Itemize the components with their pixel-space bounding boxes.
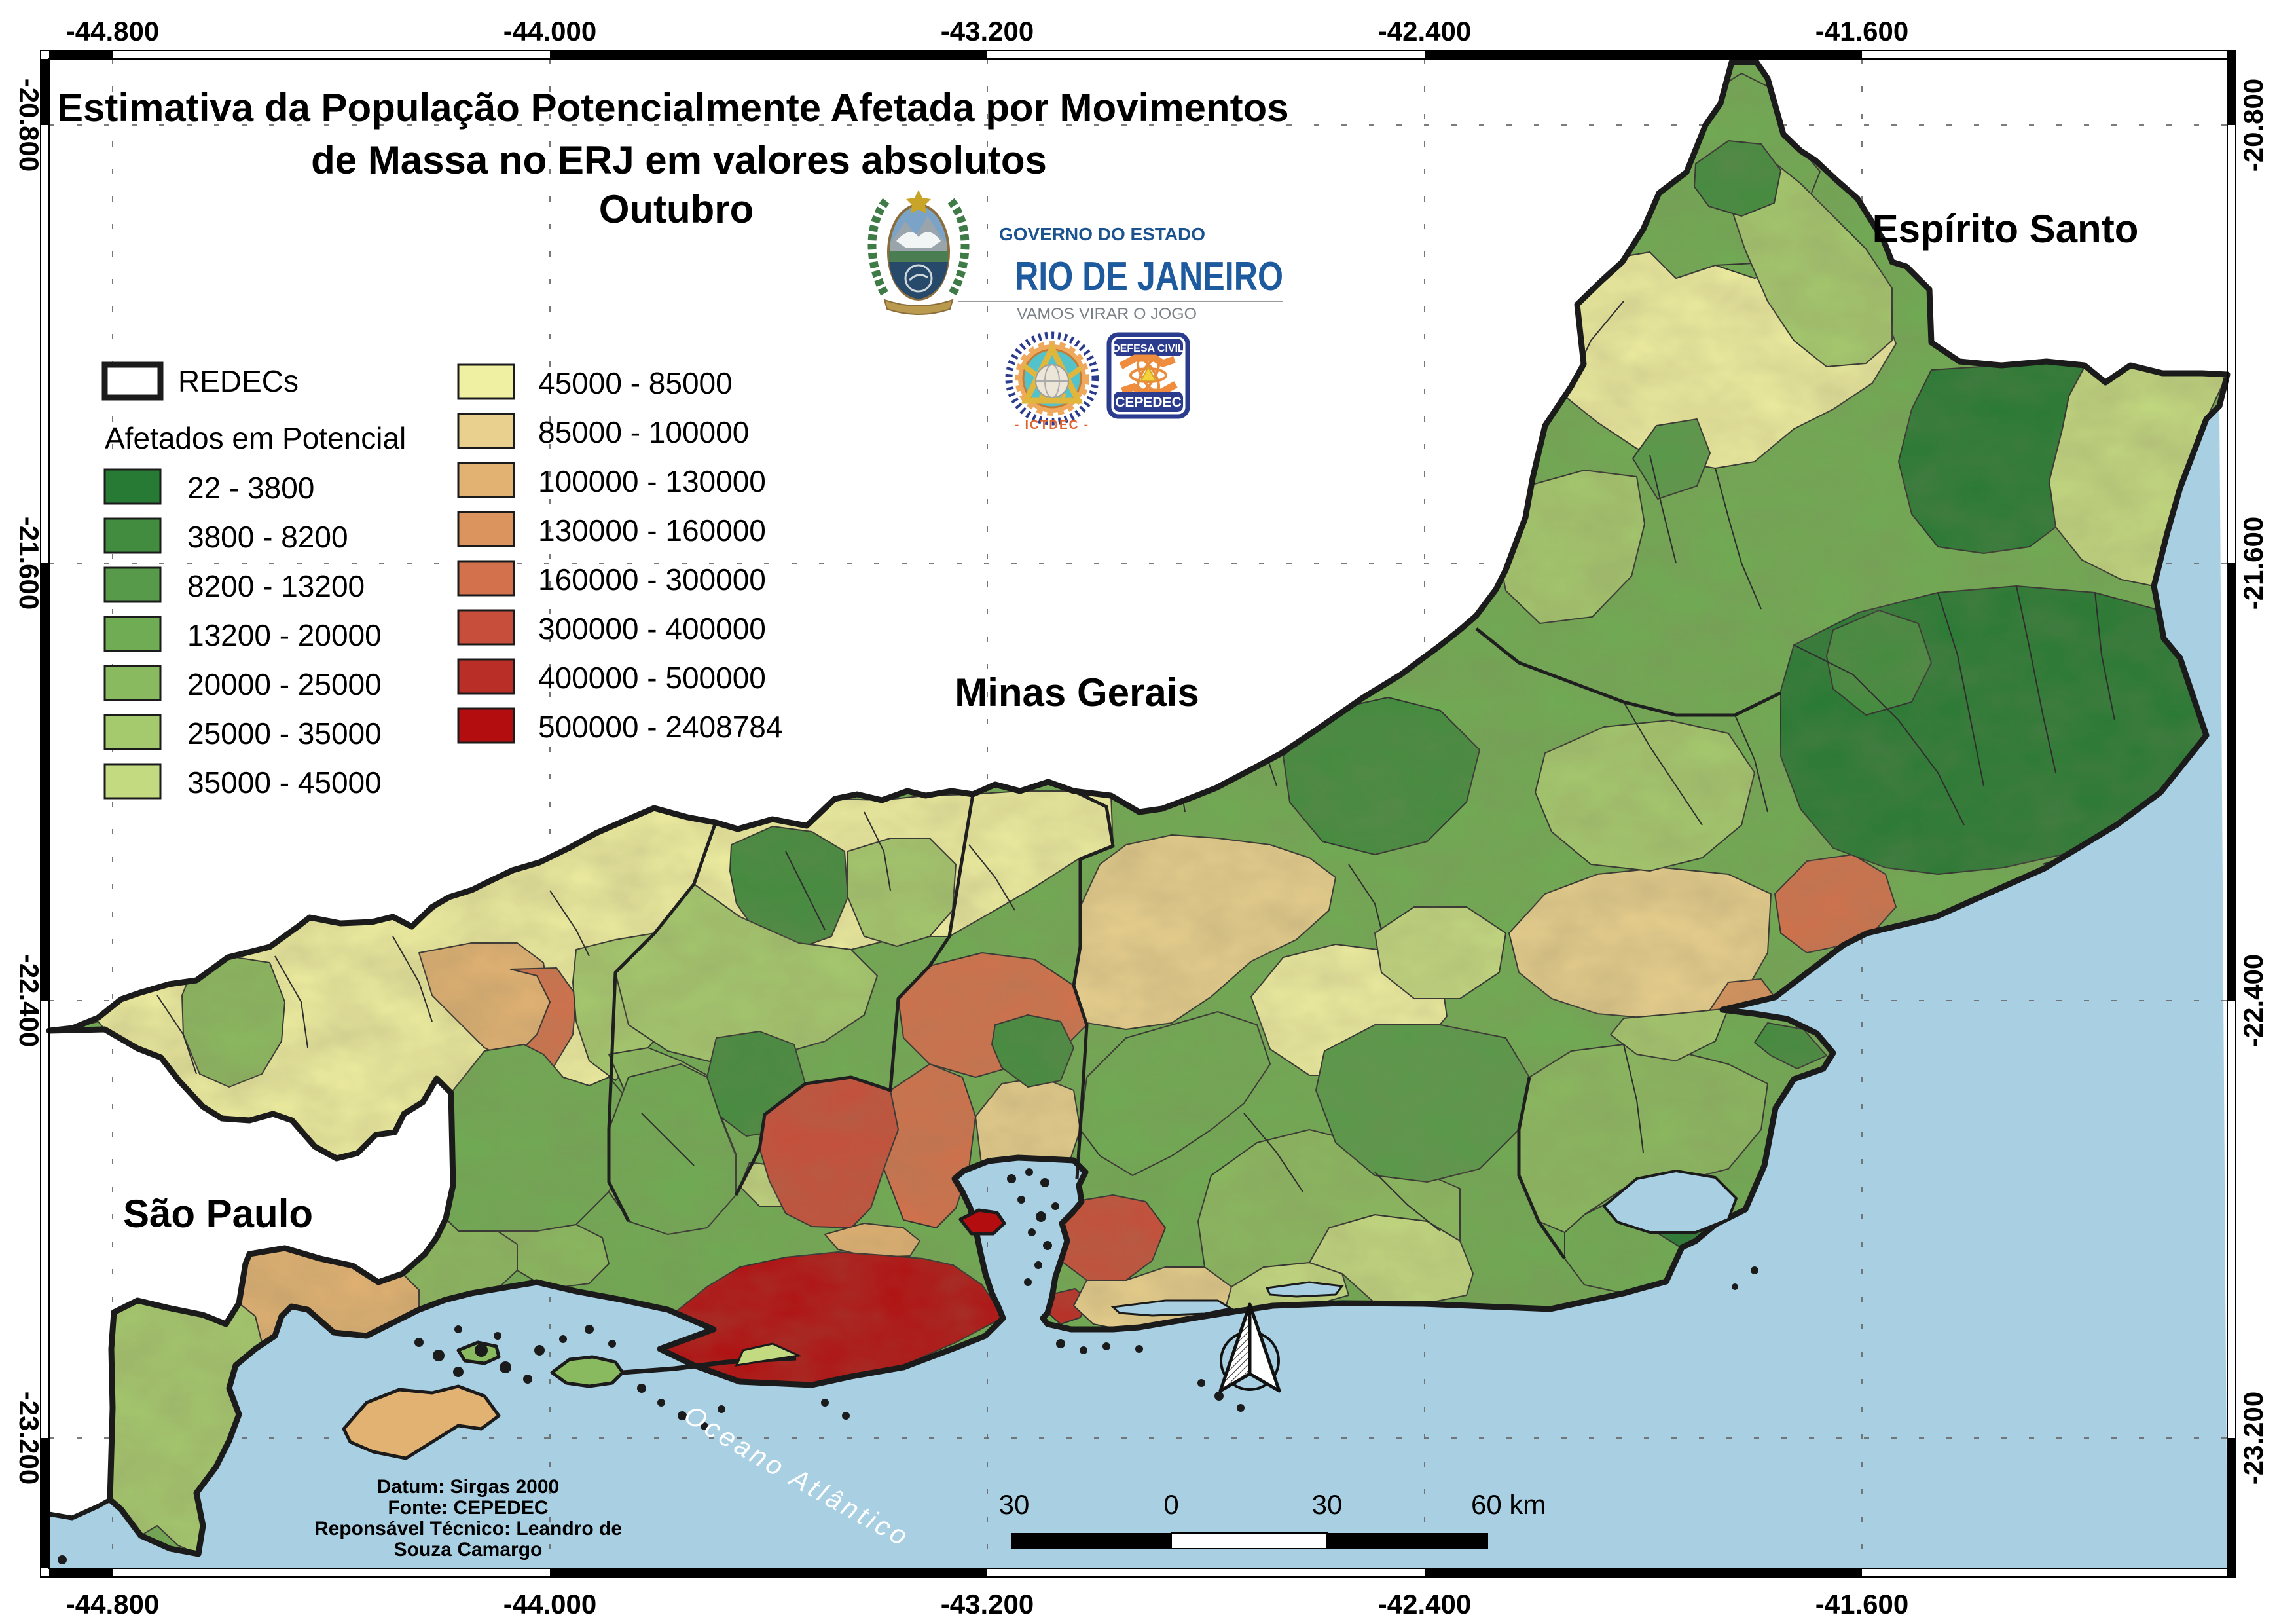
svg-text:VAMOS VIRAR O JOGO: VAMOS VIRAR O JOGO	[1017, 305, 1197, 323]
svg-text:300000 - 400000: 300000 - 400000	[538, 612, 766, 646]
svg-text:30: 30	[1312, 1489, 1343, 1520]
svg-text:0: 0	[1163, 1489, 1178, 1520]
svg-text:-22.400: -22.400	[2238, 954, 2269, 1047]
svg-text:8200 - 13200: 8200 - 13200	[187, 569, 365, 603]
svg-text:Datum: Sirgas 2000: Datum: Sirgas 2000	[377, 1476, 559, 1498]
svg-text:-23.200: -23.200	[2238, 1392, 2269, 1485]
svg-text:-43.200: -43.200	[941, 16, 1034, 46]
svg-text:35000 - 45000: 35000 - 45000	[187, 766, 382, 800]
svg-text:130000 - 160000: 130000 - 160000	[538, 513, 766, 547]
svg-text:-22.400: -22.400	[14, 954, 45, 1047]
svg-text:-42.400: -42.400	[1378, 16, 1471, 46]
svg-text:DEFESA CIVIL: DEFESA CIVIL	[1112, 343, 1184, 354]
svg-text:Souza Camargo: Souza Camargo	[394, 1539, 543, 1560]
svg-text:-41.600: -41.600	[1815, 16, 1908, 46]
svg-text:-20.800: -20.800	[2238, 79, 2269, 172]
svg-text:Reponsável Técnico: Leandro de: Reponsável Técnico: Leandro de	[314, 1518, 622, 1540]
svg-text:-41.600: -41.600	[1815, 1589, 1908, 1619]
svg-text:REDECs: REDECs	[178, 364, 299, 398]
svg-text:Estimativa da População Potenc: Estimativa da População Potencialmente A…	[57, 86, 1289, 130]
svg-text:45000 - 85000: 45000 - 85000	[538, 366, 733, 400]
svg-text:Fonte: CEPEDEC: Fonte: CEPEDEC	[388, 1497, 548, 1519]
svg-text:GOVERNO DO ESTADO: GOVERNO DO ESTADO	[999, 224, 1205, 244]
svg-text:RIO DE JANEIRO: RIO DE JANEIRO	[1015, 254, 1283, 299]
svg-text:-44.800: -44.800	[66, 16, 159, 46]
svg-text:-42.400: -42.400	[1378, 1589, 1471, 1619]
svg-text:Minas Gerais: Minas Gerais	[955, 671, 1199, 714]
svg-text:-44.000: -44.000	[503, 16, 596, 46]
svg-text:-23.200: -23.200	[14, 1392, 45, 1485]
svg-text:-44.000: -44.000	[503, 1589, 596, 1619]
svg-text:CEPEDEC: CEPEDEC	[1115, 395, 1182, 410]
svg-text:-21.600: -21.600	[2238, 517, 2269, 610]
svg-text:100000 - 130000: 100000 - 130000	[538, 464, 766, 498]
svg-text:500000 - 2408784: 500000 - 2408784	[538, 710, 782, 744]
svg-text:- ICTDEC -: - ICTDEC -	[1015, 418, 1089, 432]
svg-text:3800 - 8200: 3800 - 8200	[187, 520, 348, 554]
svg-text:85000 - 100000: 85000 - 100000	[538, 415, 749, 449]
svg-text:30: 30	[999, 1489, 1030, 1520]
svg-text:400000 - 500000: 400000 - 500000	[538, 661, 766, 695]
svg-text:60 km: 60 km	[1471, 1489, 1546, 1520]
svg-text:-43.200: -43.200	[941, 1589, 1034, 1619]
svg-text:22 - 3800: 22 - 3800	[187, 471, 314, 505]
svg-text:-44.800: -44.800	[66, 1589, 159, 1619]
svg-text:Afetados em Potencial: Afetados em Potencial	[105, 421, 406, 455]
svg-text:-20.800: -20.800	[14, 79, 45, 172]
svg-text:São Paulo: São Paulo	[123, 1192, 313, 1236]
svg-text:de Massa no ERJ em valores abs: de Massa no ERJ em valores absolutos	[311, 138, 1047, 182]
svg-text:Outubro: Outubro	[599, 187, 754, 231]
svg-text:13200 - 20000: 13200 - 20000	[187, 618, 382, 652]
svg-text:160000 - 300000: 160000 - 300000	[538, 563, 766, 597]
svg-text:Espírito Santo: Espírito Santo	[1872, 207, 2139, 251]
svg-text:-21.600: -21.600	[14, 517, 45, 610]
svg-text:25000 - 35000: 25000 - 35000	[187, 716, 382, 750]
svg-text:20000 - 25000: 20000 - 25000	[187, 667, 382, 701]
